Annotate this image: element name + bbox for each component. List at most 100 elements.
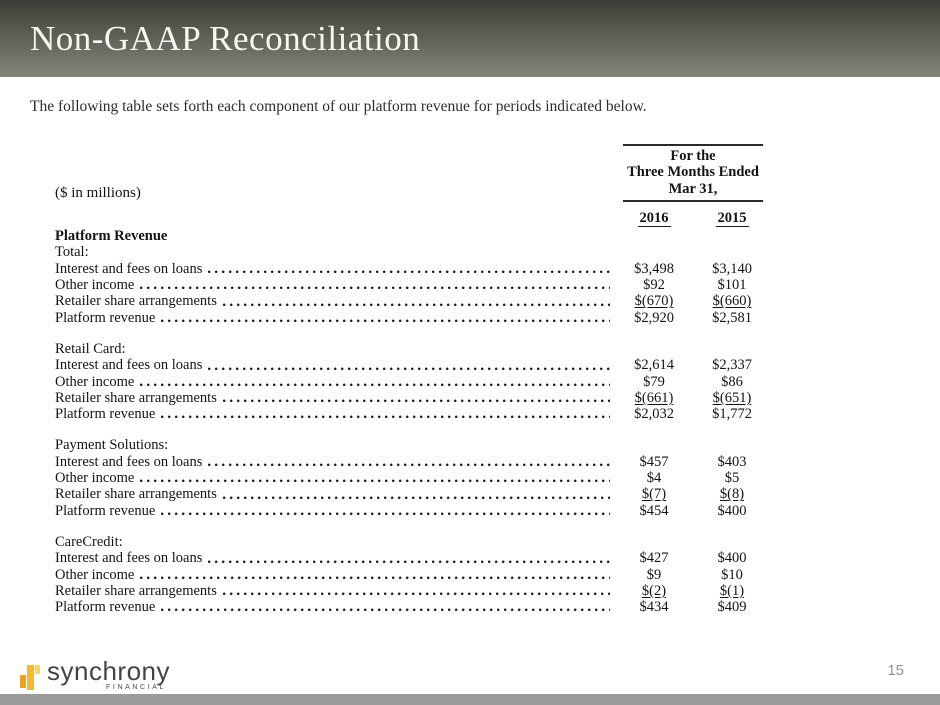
dot-leader	[161, 510, 610, 517]
table-row: Retailer share arrangements $(7) $(8)	[55, 486, 771, 502]
dot-leader	[222, 494, 610, 501]
value-2016: $434	[639, 599, 669, 616]
table-row: Other income $79 $86	[55, 374, 771, 390]
column-header-2015: 2015	[693, 209, 771, 228]
period-header-line: Mar 31,	[668, 180, 718, 197]
table-row: Other income $4 $5	[55, 470, 771, 486]
section-name: CareCredit:	[55, 533, 123, 550]
value-2015: $(660)	[712, 293, 752, 310]
row-label: Retailer share arrangements	[55, 389, 217, 406]
row-label: Retailer share arrangements	[55, 486, 217, 503]
section-name: Total:	[55, 244, 89, 261]
table-row: Platform revenue $454 $400	[55, 503, 771, 519]
value-2015: $3,140	[712, 260, 752, 277]
logo-wordmark: synchrony	[47, 656, 170, 686]
section-group-heading: Platform Revenue	[55, 228, 168, 245]
table-row: Other income $9 $10	[55, 567, 771, 583]
row-label: Platform revenue	[55, 599, 156, 616]
value-2016: $2,920	[634, 309, 674, 326]
intro-text: The following table sets forth each comp…	[30, 98, 647, 115]
value-2015: $(1)	[719, 582, 745, 599]
value-2016: $3,498	[634, 260, 674, 277]
value-2015: $86	[721, 373, 743, 390]
dot-leader	[222, 591, 610, 598]
value-2016: $2,614	[634, 357, 674, 374]
logo-bar-left	[20, 675, 26, 688]
column-header-2016: 2016	[615, 209, 693, 228]
period-header: For the Three Months Ended Mar 31,	[623, 144, 763, 202]
table-row: Retailer share arrangements $(670) $(660)	[55, 293, 771, 309]
value-2016: $(670)	[634, 293, 674, 310]
footer-bar	[0, 694, 940, 705]
year-header-row: 2016 2015	[55, 209, 771, 228]
value-2016: $92	[643, 277, 665, 294]
row-label: Other income	[55, 566, 135, 583]
row-label: Interest and fees on loans	[55, 260, 203, 277]
row-label: Interest and fees on loans	[55, 357, 203, 374]
dot-leader	[222, 301, 610, 308]
table-row: Interest and fees on loans $427 $400	[55, 550, 771, 566]
period-header-line: For the	[670, 148, 716, 164]
dot-leader	[140, 381, 610, 388]
logo-subtext: FINANCIAL	[106, 684, 166, 691]
logo-text-block: synchrony FINANCIAL	[47, 656, 170, 691]
table-row: Platform revenue $434 $409	[55, 599, 771, 615]
dot-leader	[222, 398, 610, 405]
table-section: Payment Solutions: Interest and fees on l…	[55, 437, 771, 518]
section-name: Payment Solutions:	[55, 437, 169, 454]
table-row: Platform revenue $2,920 $2,581	[55, 310, 771, 326]
table-row: Retailer share arrangements $(2) $(1)	[55, 583, 771, 599]
table-row: Retailer share arrangements $(661) $(651)	[55, 390, 771, 406]
row-label: Retailer share arrangements	[55, 293, 217, 310]
row-label: Other income	[55, 373, 135, 390]
value-2016: $457	[639, 453, 669, 470]
value-2015: $403	[717, 453, 747, 470]
value-2015: $(651)	[712, 389, 752, 406]
row-label: Platform revenue	[55, 309, 156, 326]
platform-revenue-table: ($ in millions) For the Three Months End…	[55, 144, 771, 615]
dot-leader	[161, 317, 610, 324]
dot-leader	[140, 478, 610, 485]
dot-leader	[208, 269, 610, 276]
value-2016: $(7)	[641, 486, 667, 503]
synchrony-logo: synchrony FINANCIAL	[20, 656, 170, 691]
value-2015: $400	[717, 550, 747, 567]
value-2015: $409	[717, 599, 747, 616]
value-2016: $(661)	[634, 389, 674, 406]
value-2016: $427	[639, 550, 669, 567]
page-title: Non-GAAP Reconciliation	[30, 18, 421, 58]
table-sections: Platform Revenue Total: Interest and fees …	[55, 228, 771, 615]
dot-leader	[208, 558, 610, 565]
section-name: Retail Card:	[55, 340, 126, 357]
row-label: Platform revenue	[55, 502, 156, 519]
dot-leader	[140, 285, 610, 292]
row-label: Interest and fees on loans	[55, 453, 203, 470]
table-row: Platform revenue $2,032 $1,772	[55, 406, 771, 422]
period-header-line: Three Months Ended	[627, 164, 759, 181]
column-header-label: 2016	[637, 209, 671, 228]
table-row: Interest and fees on loans $457 $403	[55, 454, 771, 470]
value-2016: $2,032	[634, 406, 674, 423]
year-header-spacer	[55, 210, 615, 226]
table-section: Platform Revenue Total: Interest and fees …	[55, 228, 771, 326]
dot-leader	[208, 365, 610, 372]
value-2015: $5	[724, 470, 740, 487]
table-section: Retail Card: Interest and fees on loans $2…	[55, 341, 771, 422]
value-2016: $79	[643, 373, 665, 390]
page-number: 15	[887, 662, 904, 679]
row-label: Interest and fees on loans	[55, 550, 203, 567]
units-label: ($ in millions)	[55, 184, 141, 201]
synchrony-bars-icon	[20, 664, 42, 691]
table-row: Interest and fees on loans $3,498 $3,140	[55, 261, 771, 277]
row-label: Other income	[55, 277, 135, 294]
slide-header: Non-GAAP Reconciliation	[0, 0, 940, 77]
value-2015: $2,337	[712, 357, 752, 374]
table-header: ($ in millions) For the Three Months End…	[55, 144, 771, 202]
row-label: Other income	[55, 470, 135, 487]
logo-bar-right	[35, 665, 40, 674]
value-2015: $400	[717, 502, 747, 519]
dot-leader	[161, 414, 610, 421]
row-label: Platform revenue	[55, 406, 156, 423]
value-2016: $9	[646, 566, 662, 583]
